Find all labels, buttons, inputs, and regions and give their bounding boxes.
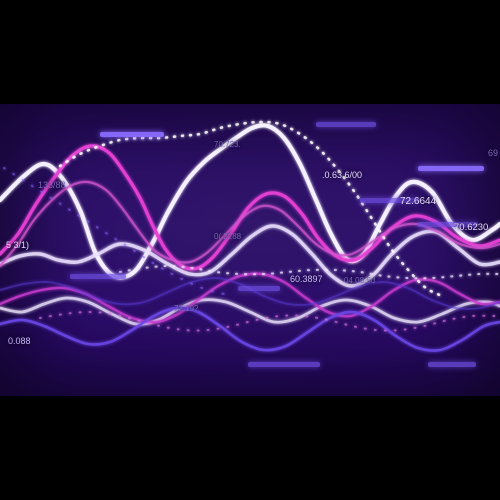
value-bar-3 xyxy=(360,198,420,203)
series-violet-low xyxy=(0,308,500,351)
series-violet-ghost xyxy=(0,278,500,309)
value-bar-4 xyxy=(418,222,478,227)
chart-svg xyxy=(0,104,500,396)
value-bar-0 xyxy=(100,132,164,137)
value-bar-7 xyxy=(248,362,320,367)
chart-panel: 133/885 3/1)0.08872.19?70.723.0(.228860.… xyxy=(0,104,500,396)
value-bar-1 xyxy=(316,122,376,127)
series-dots-white-top xyxy=(60,122,442,296)
value-bar-8 xyxy=(428,362,476,367)
chart-stage: 133/885 3/1)0.08872.19?70.723.0(.228860.… xyxy=(0,0,500,500)
series-white-main xyxy=(0,125,500,277)
series-magenta-main xyxy=(0,146,500,269)
series-white-low xyxy=(0,298,500,324)
value-bar-2 xyxy=(418,166,484,171)
value-bar-6 xyxy=(238,286,280,291)
value-bar-5 xyxy=(70,274,126,279)
